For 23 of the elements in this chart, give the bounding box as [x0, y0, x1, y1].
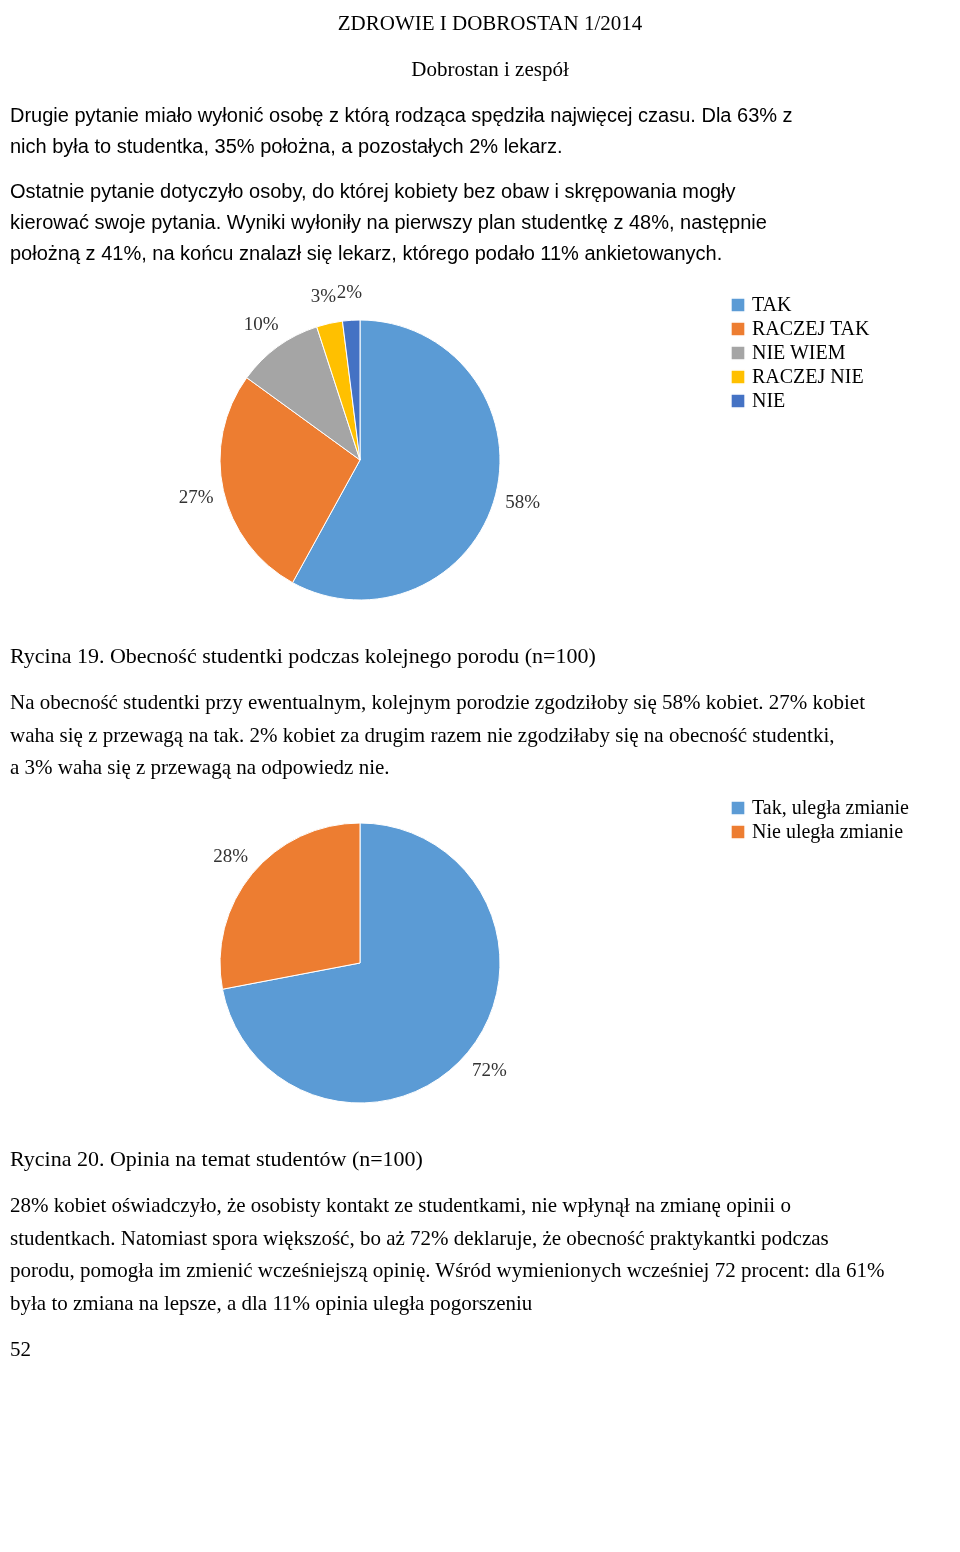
legend-label: NIE [752, 389, 786, 411]
legend-label: RACZEJ TAK [752, 317, 871, 339]
data-label: 2% [336, 281, 363, 303]
data-label: 10% [243, 313, 279, 335]
data-label: 3% [310, 285, 337, 307]
legend-label: TAK [752, 293, 793, 315]
legend-label: Nie uległa zmianie [752, 820, 904, 843]
data-label: 72% [472, 1059, 508, 1081]
text: Dobrostan i zespół [411, 57, 569, 81]
text: 52 [10, 1337, 31, 1361]
legend-label: Tak, uległa zmianie [752, 796, 909, 819]
data-label: 58% [505, 490, 541, 512]
text: Drugie pytanie miało wyłonić osobę z którą rodząca spędziła najwięcej czasu. Dla 63% z nich była to studentka, 35% położna, a pozostałych 2% lekarz. [10, 103, 793, 157]
legend-label: NIE WIEM [752, 341, 846, 363]
data-label: 28% [213, 844, 249, 866]
text: 28% kobiet oświadczyło, że osobisty kontakt ze studentkami, nie wpłynął na zmianę opinii o studentkach. Natomiast spora większość, bo aż 72% deklaruje, że obecność praktykantki podczas porodu, pomogła im zmienić wcześniejszą opinię. Wśród wymienionych wcześniej 72 procent: dla 61% była to zmiana na lepsze, a dla 11% opinia uległa pogorszeniu [10, 1193, 885, 1315]
text: Ostatnie pytanie dotyczyło osoby, do której kobiety bez obaw i skrępowania mogły kierować swoje pytania. Wyniki wyłoniły na pierwszy plan studentkę z 48%, następnie położną z 41%, na końcu znalazł się lekarz, którego podało 11% ankietowanych. [10, 179, 767, 264]
text: ZDROWIE I DOBROSTAN 1/2014 [337, 11, 643, 35]
text: Rycina 19. Obecność studentki podczas kolejnego porodu (n=100) [10, 643, 596, 668]
text: Na obecność studentki przy ewentualnym, kolejnym porodzie zgodziłoby się 58% kobiet. 27% kobiet waha się z przewagą na tak. 2% kobiet za drugim razem nie zgodziłaby się na obecność studentki, a 3% waha się z przewagą na odpowiedz nie. [10, 690, 866, 779]
data-label: 27% [178, 485, 214, 507]
text: Rycina 20. Opinia na temat studentów (n=100) [10, 1146, 423, 1171]
legend-label: RACZEJ NIE [752, 365, 864, 387]
